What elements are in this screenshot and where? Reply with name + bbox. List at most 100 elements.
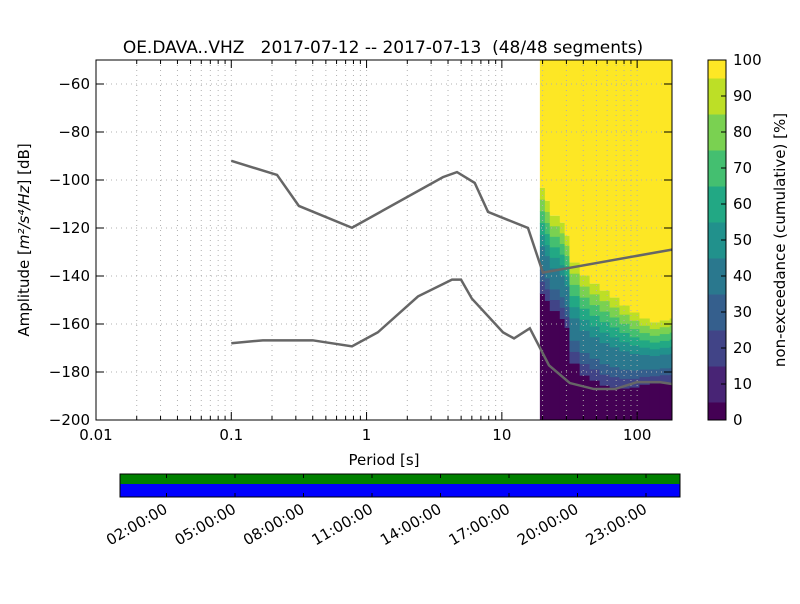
heatmap-cell	[549, 310, 561, 420]
heatmap-cell	[549, 300, 561, 312]
heatmap-cell	[539, 246, 546, 259]
colorbar-tick-label: 0	[733, 411, 743, 429]
heatmap-cell	[619, 360, 631, 371]
x-tick-label: 0.01	[79, 426, 112, 444]
y-tick-label: −200	[49, 411, 90, 429]
heatmap-cell	[564, 245, 570, 257]
heatmap-cell	[619, 351, 631, 362]
heatmap-cell	[589, 348, 601, 360]
heatmap-cell	[659, 361, 671, 369]
heatmap-cell	[629, 387, 640, 420]
colorbar-tick-label: 30	[733, 303, 752, 321]
heatmap-cell	[549, 268, 561, 280]
heatmap-cell	[569, 273, 581, 286]
heatmap-cell	[669, 318, 673, 327]
heatmap-cell	[659, 340, 671, 349]
colorbar-tick-label: 20	[733, 339, 752, 357]
heatmap-cell	[569, 363, 581, 420]
heatmap-cell	[559, 318, 566, 420]
heatmap-cell	[669, 346, 673, 355]
heatmap-cell	[569, 284, 581, 297]
heatmap-cell	[579, 286, 591, 299]
colorbar-segment	[708, 186, 726, 205]
x-tick-label: 10	[492, 426, 511, 444]
heatmap-cell	[539, 211, 546, 224]
heatmap-cell	[669, 375, 673, 383]
heatmap-cell	[639, 355, 651, 363]
heatmap-cell	[549, 289, 561, 301]
heatmap-cell	[619, 342, 631, 352]
heatmap-cell	[579, 341, 591, 354]
heatmap-cell	[539, 60, 546, 188]
noise-model-lower	[231, 278, 673, 391]
heatmap-cell	[659, 327, 671, 335]
timeline-tick-label: 23:00:00	[583, 500, 650, 549]
heatmap-cell	[589, 326, 601, 338]
heatmap-cell	[539, 270, 546, 283]
timeline-tick-label: 17:00:00	[446, 500, 513, 549]
heatmap-cell	[609, 387, 620, 420]
timeline-coverage-top	[120, 474, 680, 484]
heatmap-cell	[619, 378, 631, 389]
heatmap-cell	[659, 347, 671, 356]
heatmap-cell	[559, 233, 566, 245]
colorbar-label: non-exceedance (cumulative) [%]	[771, 113, 789, 367]
heatmap-cell	[599, 301, 611, 313]
colorbar-tick-label: 90	[733, 87, 752, 105]
colorbar-segment	[708, 402, 726, 421]
heatmap-cell	[649, 349, 661, 357]
heatmap-cell	[609, 357, 620, 368]
heatmap-cell	[549, 60, 561, 216]
heatmap-cell	[559, 60, 566, 223]
heatmap-cell	[669, 325, 673, 334]
y-tick-label: −120	[49, 219, 90, 237]
heatmap-cell	[599, 322, 611, 334]
y-tick-label: −80	[58, 123, 90, 141]
heatmap-cell	[609, 297, 620, 309]
heatmap-cell	[659, 334, 671, 342]
heatmap-cell	[629, 362, 640, 372]
heatmap-cell	[639, 318, 651, 327]
heatmap-cell	[639, 369, 651, 378]
heatmap-cell	[544, 211, 551, 224]
heatmap-cell	[649, 356, 661, 364]
heatmap-cell	[649, 322, 661, 330]
timeline-tick-label: 05:00:00	[172, 500, 239, 549]
colorbar-segment	[708, 258, 726, 277]
heatmap-cell	[589, 380, 601, 420]
colorbar-tick-label: 80	[733, 123, 752, 141]
heatmap-cell	[669, 60, 673, 319]
colorbar-segment	[708, 96, 726, 115]
heatmap-cell	[579, 308, 591, 321]
heatmap-cell	[569, 262, 581, 275]
heatmap-cell	[599, 311, 611, 323]
heatmap-cell	[564, 256, 570, 267]
heatmap-cell	[619, 305, 631, 316]
heatmap-cell	[579, 297, 591, 310]
colorbar-segment	[708, 348, 726, 367]
colorbar-segment	[708, 222, 726, 241]
heatmap-cell	[659, 382, 671, 420]
heatmap-cell	[659, 60, 671, 321]
heatmap-cell	[539, 258, 546, 271]
colorbar-segment	[708, 312, 726, 331]
heatmap-cell	[599, 353, 611, 365]
heatmap-cell	[659, 375, 671, 383]
heatmap-cell	[539, 293, 546, 420]
heatmap-cell	[564, 266, 570, 277]
timeline-tick-label: 20:00:00	[514, 500, 581, 549]
heatmap-cell	[669, 382, 673, 420]
heatmap-cell	[599, 385, 611, 420]
colorbar-segment	[708, 384, 726, 403]
heatmap-cell	[649, 376, 661, 384]
timeline-tick-label: 11:00:00	[309, 500, 376, 549]
heatmap-cell	[544, 289, 551, 301]
heatmap-cell	[544, 223, 551, 235]
noise-model-upper	[230, 159, 673, 275]
timeline-coverage-bottom	[120, 484, 680, 497]
heatmap-cell	[649, 369, 661, 377]
colorbar-tick-label: 100	[733, 51, 762, 69]
heatmap-cell	[569, 296, 581, 308]
heatmap-cell	[589, 369, 601, 381]
plot-frame	[95, 59, 673, 421]
